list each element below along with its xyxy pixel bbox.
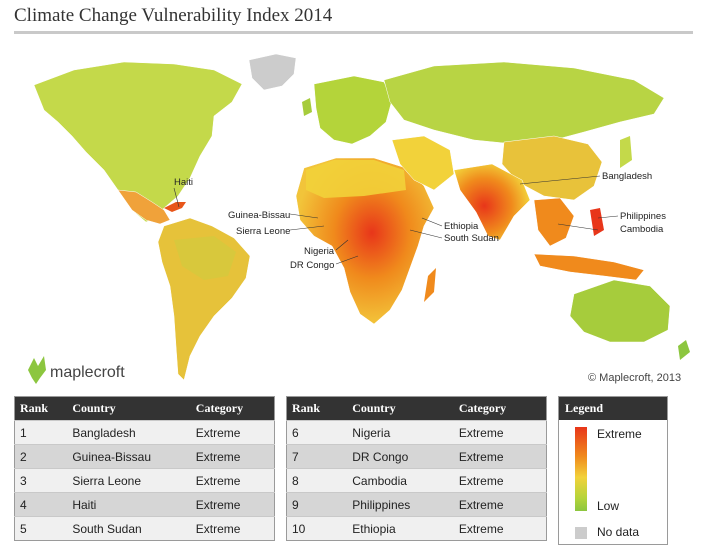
table-row: 5 South Sudan Extreme (14, 516, 275, 541)
maplecroft-logo: maplecroft (28, 356, 125, 384)
rank-cell: 3 (14, 468, 68, 493)
legend-nodata-swatch (575, 527, 587, 539)
country-header: Country (347, 396, 454, 421)
north-america-region (33, 61, 243, 223)
label-haiti: Haiti (174, 177, 193, 188)
legend-gradient-bar (575, 427, 587, 511)
greenland-region (248, 53, 297, 91)
category-cell: Extreme (190, 468, 275, 493)
label-bangladesh: Bangladesh (602, 171, 652, 182)
label-philippines: Philippines (620, 211, 666, 222)
category-cell: Extreme (453, 420, 547, 445)
category-cell: Extreme (453, 468, 547, 493)
table-row: 7 DR Congo Extreme (286, 444, 547, 469)
country-cell: DR Congo (347, 444, 454, 469)
country-cell: South Sudan (67, 516, 191, 541)
label-sierra-leone: Sierra Leone (236, 226, 290, 237)
label-guinea-bissau: Guinea-Bissau (228, 210, 290, 221)
map-legend: Legend Extreme Low No data (558, 396, 668, 545)
table-row: 1 Bangladesh Extreme (14, 420, 275, 445)
country-cell: Philippines (347, 492, 454, 517)
label-nigeria: Nigeria (304, 246, 335, 257)
legend-title: Legend (559, 397, 667, 420)
table-row: 6 Nigeria Extreme (286, 420, 547, 445)
country-cell: Nigeria (347, 420, 454, 445)
map-copyright: © Maplecroft, 2013 (588, 372, 681, 384)
table-row: 2 Guinea-Bissau Extreme (14, 444, 275, 469)
rank-header: Rank (14, 396, 68, 421)
table-row: 10 Ethiopia Extreme (286, 516, 547, 541)
rank-header: Rank (286, 396, 348, 421)
table-row: 4 Haiti Extreme (14, 492, 275, 517)
category-cell: Extreme (190, 516, 275, 541)
label-south-sudan: South Sudan (444, 233, 499, 244)
new-zealand-region (678, 340, 690, 360)
rank-cell: 9 (286, 492, 348, 517)
label-dr-congo: DR Congo (290, 260, 334, 271)
page-title: Climate Change Vulnerability Index 2014 (14, 5, 333, 26)
category-cell: Extreme (453, 492, 547, 517)
rank-cell: 1 (14, 420, 68, 445)
russia-asia-region (383, 61, 665, 145)
rank-cell: 8 (286, 468, 348, 493)
label-ethiopia: Ethiopia (444, 221, 479, 232)
title-divider (14, 31, 693, 34)
country-cell: Cambodia (347, 468, 454, 493)
middle-east-region (391, 135, 455, 191)
category-cell: Extreme (453, 516, 547, 541)
label-cambodia: Cambodia (620, 224, 664, 235)
category-header: Category (453, 396, 547, 421)
brand-name: maplecroft (50, 364, 125, 381)
legend-high-label: Extreme (597, 427, 642, 441)
southeast-asia-region (533, 197, 575, 247)
south-asia-region (453, 163, 531, 241)
rank-cell: 5 (14, 516, 68, 541)
country-cell: Haiti (67, 492, 191, 517)
caribbean-region (164, 202, 186, 212)
category-cell: Extreme (453, 444, 547, 469)
country-header: Country (67, 396, 191, 421)
rank-cell: 6 (286, 420, 348, 445)
category-cell: Extreme (190, 420, 275, 445)
sahara-region (306, 160, 406, 198)
country-cell: Ethiopia (347, 516, 454, 541)
ranking-table-left: Rank Country Category 1 Bangladesh Extre… (14, 396, 275, 541)
table-row: 9 Philippines Extreme (286, 492, 547, 517)
uk-region (302, 98, 312, 116)
japan-region (620, 136, 632, 168)
table-row: 8 Cambodia Extreme (286, 468, 547, 493)
country-cell: Bangladesh (67, 420, 191, 445)
country-cell: Guinea-Bissau (67, 444, 191, 469)
mexico-region (117, 189, 171, 225)
philippines-region (590, 208, 604, 236)
table-row: 3 Sierra Leone Extreme (14, 468, 275, 493)
ranking-table-right: Rank Country Category 6 Nigeria Extreme … (286, 396, 547, 541)
indonesia-region (533, 253, 645, 281)
china-region (501, 135, 603, 201)
rank-cell: 2 (14, 444, 68, 469)
australia-region (569, 279, 671, 343)
category-header: Category (190, 396, 275, 421)
legend-low-label: Low (597, 499, 620, 513)
category-cell: Extreme (190, 492, 275, 517)
country-cell: Sierra Leone (67, 468, 191, 493)
rank-cell: 4 (14, 492, 68, 517)
rank-cell: 10 (286, 516, 348, 541)
world-map: Haiti Guinea-Bissau Sierra Leone Nigeria… (14, 40, 693, 390)
madagascar-region (424, 268, 436, 302)
europe-region (313, 75, 393, 145)
rank-cell: 7 (286, 444, 348, 469)
legend-nodata-label: No data (597, 525, 640, 539)
amazon-region (174, 236, 236, 280)
category-cell: Extreme (190, 444, 275, 469)
